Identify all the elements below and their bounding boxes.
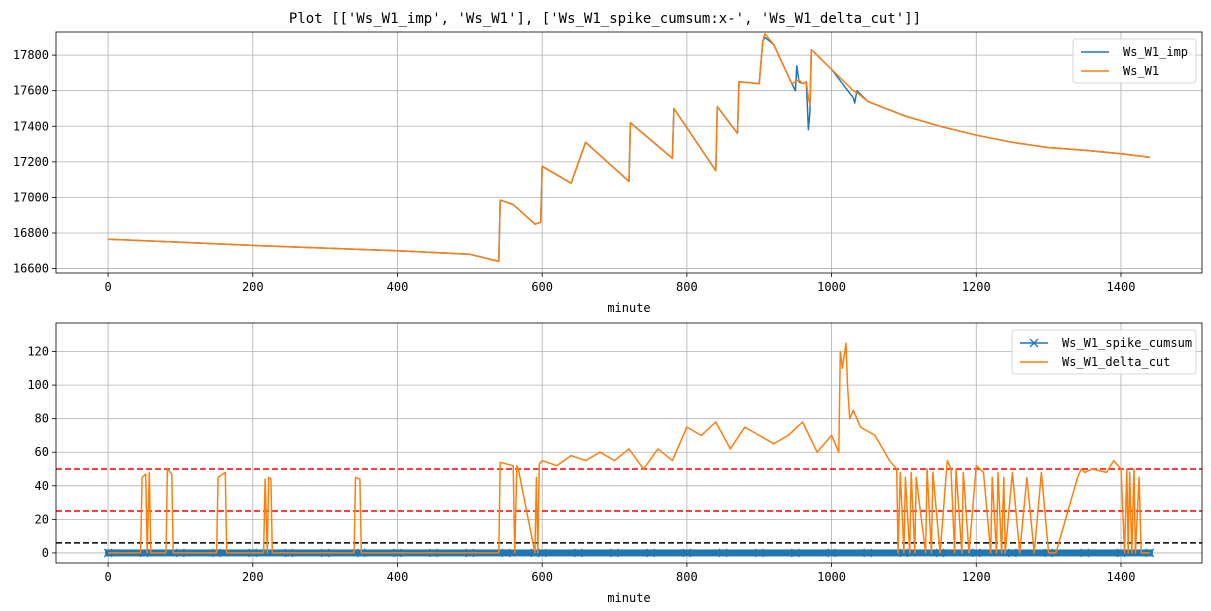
- series-marker: [1116, 548, 1126, 558]
- series-marker: [1080, 548, 1090, 558]
- y-tick-label: 60: [35, 445, 49, 459]
- x-tick-label: 600: [531, 280, 553, 294]
- axes-frame: [55, 31, 1203, 274]
- legend-label: Ws_W1_delta_cut: [1062, 355, 1170, 369]
- legend-marker: [1029, 338, 1039, 348]
- x-tick-label: 0: [104, 570, 111, 584]
- series-group: [103, 342, 1155, 558]
- series-line-2: [108, 33, 1150, 263]
- legend-frame: [1072, 38, 1197, 84]
- y-tick-label: 17600: [13, 84, 49, 98]
- series-group: [108, 33, 1150, 263]
- series-marker: [827, 548, 837, 558]
- x-tick-label: 1000: [817, 570, 846, 584]
- series-marker: [103, 548, 113, 558]
- subplot-1: 0 200 400 600 800 1000 1200 1400 16600 16800 17000…: [13, 31, 1203, 315]
- legend: Ws_W1_spike_cumsum Ws_W1_delta_cut: [1011, 329, 1197, 375]
- y-tick-label: 80: [35, 412, 49, 426]
- series-marker: [610, 548, 619, 558]
- y-tick-label: 0: [42, 546, 49, 560]
- series-marker: [754, 548, 764, 558]
- series-marker: [537, 548, 547, 558]
- y-tick-label: 16800: [13, 226, 49, 240]
- x-tick-label: 400: [387, 280, 409, 294]
- y-tick-label: 40: [35, 479, 49, 493]
- x-tick-label: 800: [676, 280, 698, 294]
- series-marker: [573, 548, 583, 558]
- x-tick-label: 1200: [962, 280, 991, 294]
- x-tick-label: 1200: [962, 570, 991, 584]
- subplot-2: 0 200 400 600 800 1000 1200 1400 0 20 40 60 80 100 120…: [27, 322, 1203, 605]
- x-axis-label: minute: [607, 301, 650, 315]
- series-marker: [718, 548, 728, 558]
- series-marker: [863, 548, 873, 558]
- y-tick-label: 17200: [13, 155, 49, 169]
- y-tick-label: 17800: [13, 48, 49, 62]
- x-tick-label: 0: [104, 280, 111, 294]
- x-tick-label: 600: [531, 570, 553, 584]
- y-tick-label: 16600: [13, 262, 49, 276]
- x-tick-label: 200: [242, 570, 264, 584]
- series-marker-band: [105, 549, 1153, 557]
- legend-label: Ws_W1_spike_cumsum: [1062, 336, 1192, 350]
- y-tick-label: 17000: [13, 190, 49, 204]
- x-tick-label: 1000: [817, 280, 846, 294]
- x-tick-label: 200: [242, 280, 264, 294]
- y-tick-label: 100: [27, 378, 49, 392]
- x-tick-label: 1400: [1107, 570, 1136, 584]
- y-tick-label: 17400: [13, 119, 49, 133]
- legend-label: Ws_W1: [1123, 64, 1159, 78]
- x-tick-label: 1400: [1107, 280, 1136, 294]
- y-tick-label: 20: [35, 512, 49, 526]
- legend-label: Ws_W1_imp: [1123, 45, 1188, 59]
- series-marker: [971, 548, 981, 558]
- series-marker: [790, 548, 800, 558]
- y-tick-label: 120: [27, 345, 49, 359]
- legend: Ws_W1_imp Ws_W1: [1072, 38, 1197, 84]
- x-axis-label: minute: [607, 591, 650, 605]
- series-marker: [646, 548, 656, 558]
- x-tick-label: 800: [676, 570, 698, 584]
- series-line-1: [108, 36, 1150, 263]
- figure-title: Plot [['Ws_W1_imp', 'Ws_W1'], ['Ws_W1_sp…: [289, 11, 921, 27]
- series-marker: [1145, 548, 1155, 558]
- series-line-2: [108, 342, 1150, 554]
- axes-frame: [55, 322, 1203, 564]
- x-tick-label: 400: [387, 570, 409, 584]
- series-marker: [682, 548, 692, 558]
- series-marker: [1008, 548, 1017, 558]
- series-marker: [501, 548, 511, 558]
- legend-frame: [1011, 329, 1197, 375]
